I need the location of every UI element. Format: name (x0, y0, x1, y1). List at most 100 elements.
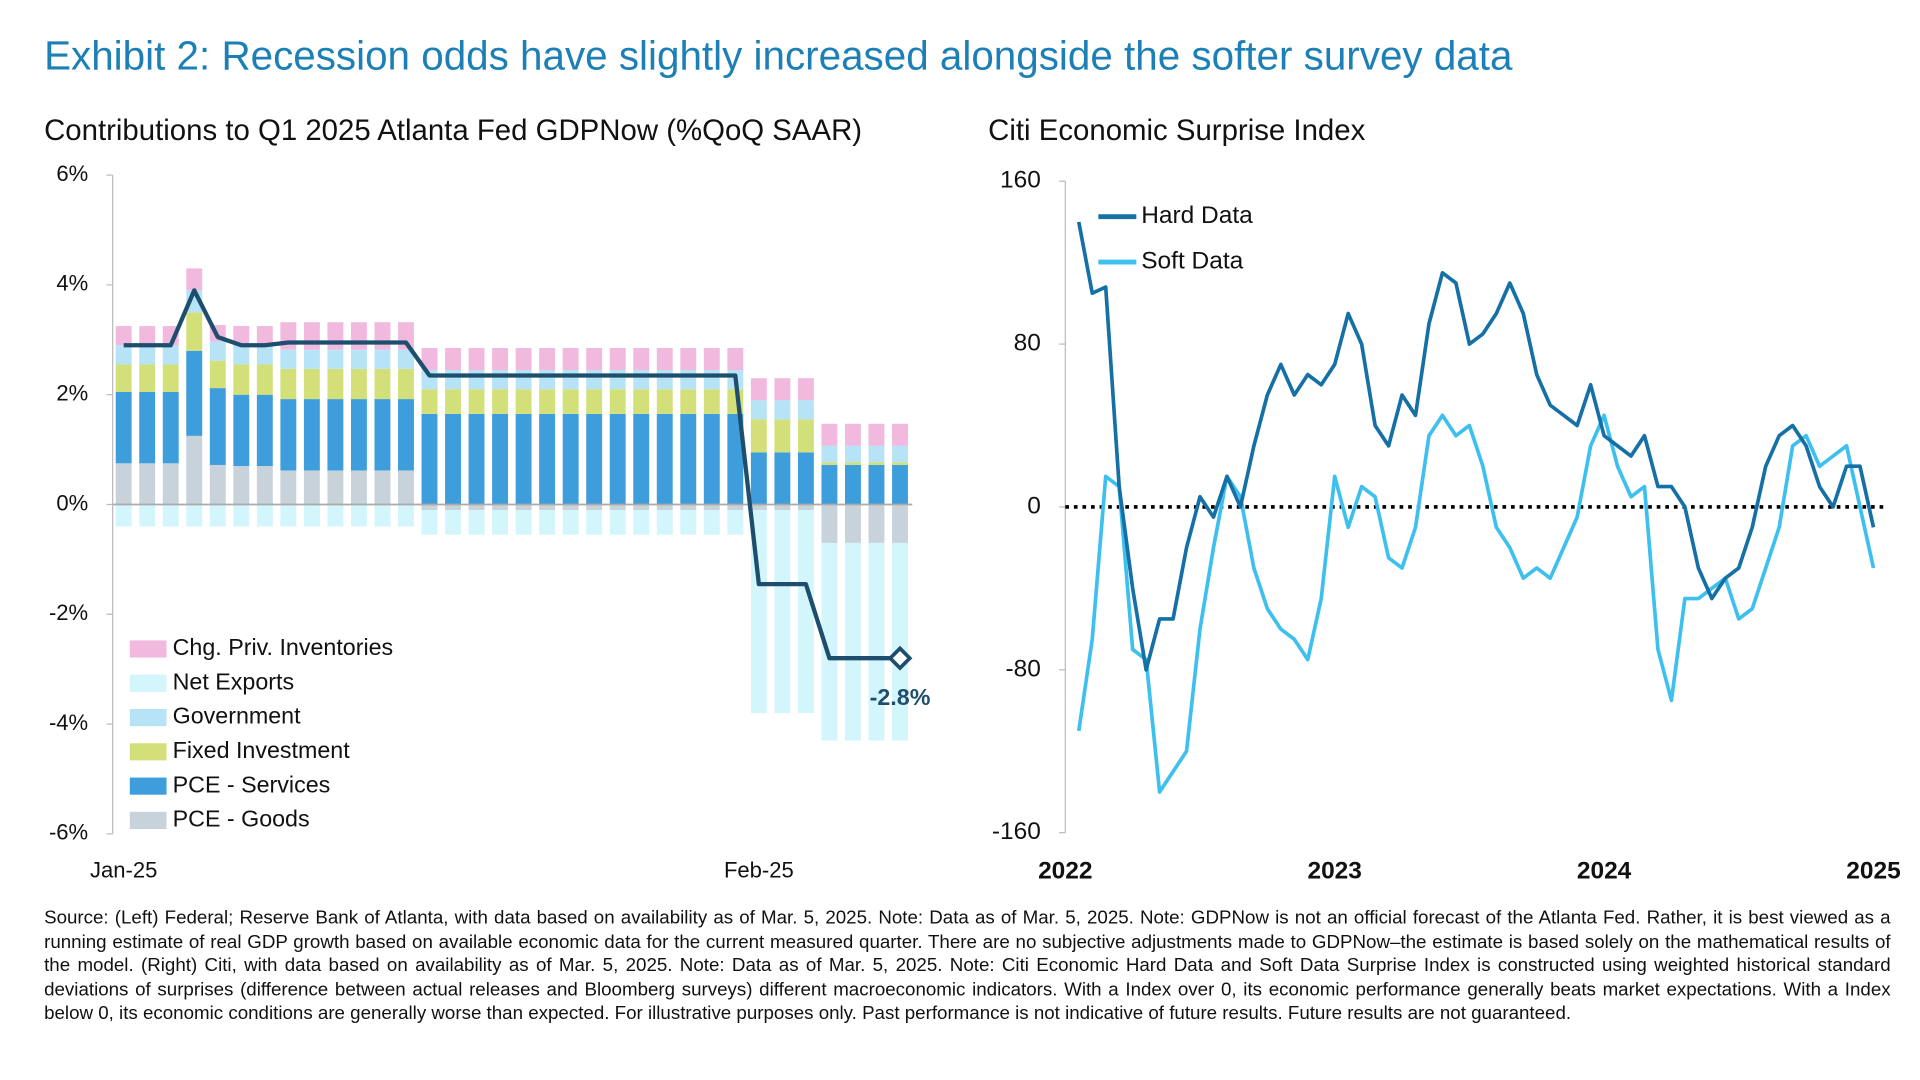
bar-segment (703, 413, 720, 505)
legend-label: Soft Data (1141, 248, 1243, 275)
x-tick-label: 2024 (1577, 857, 1632, 884)
bar-segment (280, 470, 297, 505)
bar-segment (750, 400, 767, 420)
bar-segment (703, 504, 720, 510)
y-tick-label: 0 (1027, 492, 1041, 519)
bar-segment (492, 369, 509, 390)
bar-segment (797, 378, 814, 401)
legend-swatch (129, 674, 167, 692)
bar-segment (280, 322, 297, 350)
bar-segment (680, 348, 697, 370)
legend-swatch (129, 640, 167, 658)
bar-segment (445, 413, 461, 505)
series-line (1076, 221, 1876, 672)
bar-segment (609, 509, 626, 535)
bar-segment (162, 345, 179, 365)
x-tick-label: Feb-25 (724, 858, 794, 883)
bar-segment (350, 368, 367, 400)
bar-segment (750, 504, 767, 510)
bar-segment (186, 504, 203, 527)
bar-segment (656, 504, 673, 510)
bar-segment (562, 509, 579, 535)
bar-segment (633, 509, 650, 535)
bar-segment (868, 462, 885, 465)
legend-label: PCE - Services (173, 771, 331, 797)
bar-segment (774, 419, 791, 453)
bar-segment (586, 504, 603, 510)
y-tick-label: -80 (1005, 655, 1040, 682)
bar-segment (350, 504, 367, 527)
bar-segment (844, 445, 861, 463)
legend-label: PCE - Goods (173, 806, 310, 832)
bar-segment (233, 364, 250, 395)
bar-segment (256, 394, 273, 467)
bar-segment (115, 364, 132, 392)
bar-segment (445, 509, 461, 535)
legend-swatch (129, 743, 167, 761)
series-line (1076, 413, 1876, 794)
bar-segment (398, 349, 414, 369)
x-tick-label: 2022 (1038, 857, 1092, 884)
y-tick-label: 0% (56, 490, 88, 515)
x-tick-label: Jan-25 (90, 858, 157, 883)
bar-segment (868, 445, 885, 463)
y-tick-label: 160 (1000, 167, 1041, 194)
bar-segment (821, 542, 838, 741)
bar-segment (562, 389, 579, 414)
bar-segment (680, 504, 697, 510)
legend-label: Hard Data (1141, 202, 1253, 229)
bar-segment (115, 504, 132, 527)
bar-segment (327, 504, 344, 527)
bar-segment (492, 509, 509, 535)
bar-segment (703, 509, 720, 535)
bar-segment (186, 435, 203, 505)
bar-segment (468, 413, 485, 505)
y-tick-label: -160 (992, 818, 1041, 845)
bar-segment (421, 389, 438, 414)
bar-segment (703, 389, 720, 414)
bar-segment (280, 504, 297, 527)
bar-segment (468, 389, 485, 414)
bar-segment (492, 504, 509, 510)
bar-segment (892, 423, 908, 446)
bar-segment (350, 349, 367, 369)
bar-segment (327, 399, 344, 471)
bar-segment (256, 504, 273, 527)
bar-segment (209, 464, 226, 505)
bar-segment (586, 348, 603, 370)
footnote: Source: (Left) Federal; Reserve Bank of … (44, 907, 1891, 1024)
bar-segment (398, 399, 414, 471)
bar-segment (327, 470, 344, 505)
bar-segment (774, 504, 791, 510)
bar-segment (350, 322, 367, 350)
bar-segment (327, 322, 344, 350)
value-label: -2.8% (870, 684, 931, 710)
bar-segment (703, 369, 720, 390)
bar-segment (445, 369, 461, 390)
y-tick-label: 80 (1014, 330, 1041, 357)
legend-label: Government (173, 703, 301, 729)
bar-segment (350, 470, 367, 505)
bar-segment (633, 369, 650, 390)
bar-segment (562, 348, 579, 370)
bar-segment (656, 348, 673, 370)
bar-segment (303, 504, 320, 527)
bar-segment (539, 348, 556, 370)
bar-segment (609, 369, 626, 390)
bar-segment (609, 389, 626, 414)
bar-segment (374, 368, 391, 400)
bar-segment (445, 504, 461, 510)
x-tick-label: 2025 (1846, 857, 1900, 884)
bar-segment (421, 348, 438, 370)
bar-segment (844, 423, 861, 446)
bar-segment (609, 348, 626, 370)
bar-segment (186, 268, 203, 291)
bar-segment (633, 504, 650, 510)
bar-segment (515, 504, 532, 510)
bar-segment (633, 413, 650, 505)
end-marker (887, 645, 913, 671)
bar-segment (609, 413, 626, 505)
bar-segment (139, 504, 156, 527)
bar-segment (844, 542, 861, 741)
bar-segment (868, 423, 885, 446)
